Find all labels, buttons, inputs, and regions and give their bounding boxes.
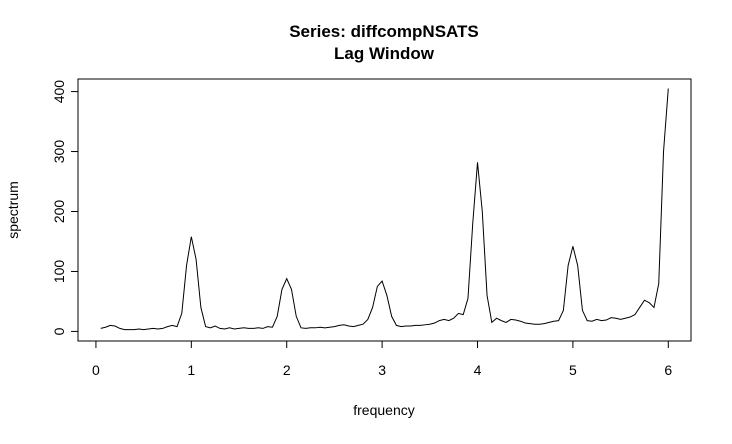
y-tick-label: 200 — [51, 200, 67, 224]
x-tick-label: 2 — [283, 362, 291, 378]
y-tick-label: 300 — [51, 140, 67, 164]
y-tick-label: 400 — [51, 80, 67, 104]
y-tick-label: 0 — [51, 327, 67, 335]
x-axis-label: frequency — [353, 402, 414, 418]
x-tick-label: 3 — [378, 362, 386, 378]
x-tick-label: 4 — [474, 362, 482, 378]
y-tick-label: 100 — [51, 260, 67, 284]
y-axis-label: spectrum — [5, 181, 21, 239]
plot-box — [77, 78, 692, 342]
chart-title: Series: diffcompNSATS — [289, 22, 479, 41]
x-tick-label: 1 — [187, 362, 195, 378]
x-tick-label: 0 — [92, 362, 100, 378]
chart-subtitle: Lag Window — [334, 44, 435, 63]
spectrum-line — [100, 88, 669, 331]
x-tick-label: 5 — [569, 362, 577, 378]
x-tick-label: 6 — [664, 362, 672, 378]
